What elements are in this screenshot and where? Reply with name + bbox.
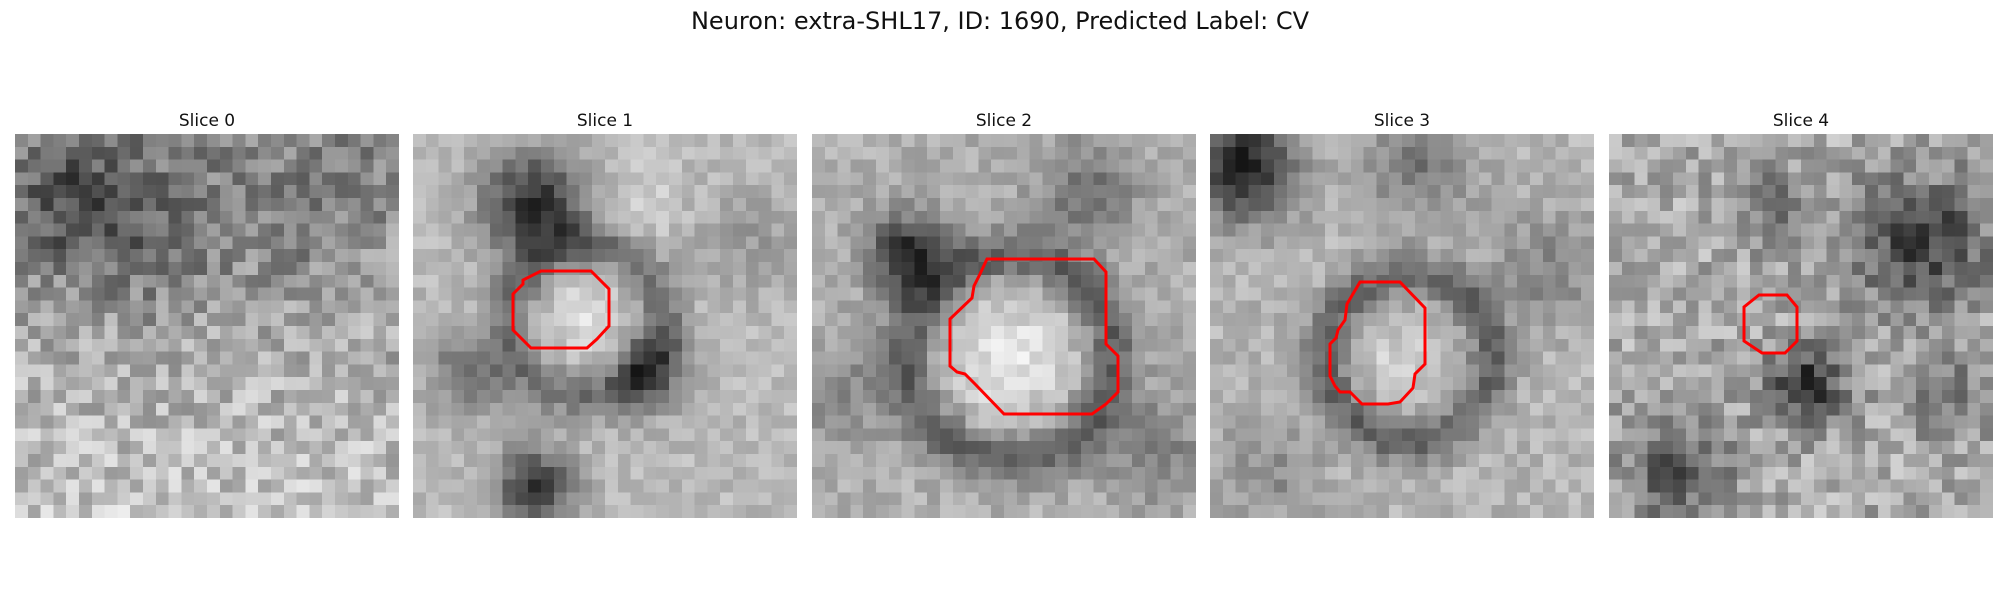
contour-overlay-4 — [1742, 293, 1799, 355]
roi-contour-1 — [511, 269, 611, 350]
slice-canvas-3 — [1210, 134, 1594, 518]
slice-panel-2: Slice 2 — [812, 108, 1196, 518]
roi-contour-4 — [1742, 293, 1799, 355]
slice-panel-3: Slice 3 — [1210, 108, 1594, 518]
contour-overlay-2 — [948, 257, 1120, 416]
slice-canvas-2 — [812, 134, 1196, 518]
slice-image-3 — [1210, 134, 1594, 518]
slice-image-1 — [413, 134, 797, 518]
slice-canvas-1 — [413, 134, 797, 518]
slice-title-4: Slice 4 — [1772, 111, 1830, 131]
slice-title-0: Slice 0 — [178, 111, 236, 131]
slice-image-2 — [812, 134, 1196, 518]
figure-title: Neuron: extra-SHL17, ID: 1690, Predicted… — [690, 7, 1310, 35]
slice-title-1: Slice 1 — [576, 111, 634, 131]
slice-image-0 — [15, 134, 399, 518]
slice-panel-1: Slice 1 — [413, 108, 797, 518]
slice-panel-4: Slice 4 — [1609, 108, 1993, 518]
slice-panel-0: Slice 0 — [15, 108, 399, 518]
slice-canvas-0 — [15, 134, 399, 518]
slice-title-2: Slice 2 — [975, 111, 1033, 131]
roi-contour-2 — [948, 257, 1120, 416]
contour-overlay-1 — [511, 269, 611, 350]
slice-title-3: Slice 3 — [1373, 111, 1431, 131]
slice-canvas-4 — [1609, 134, 1993, 518]
slice-image-4 — [1609, 134, 1993, 518]
roi-contour-3 — [1328, 280, 1427, 406]
contour-overlay-3 — [1328, 280, 1427, 406]
